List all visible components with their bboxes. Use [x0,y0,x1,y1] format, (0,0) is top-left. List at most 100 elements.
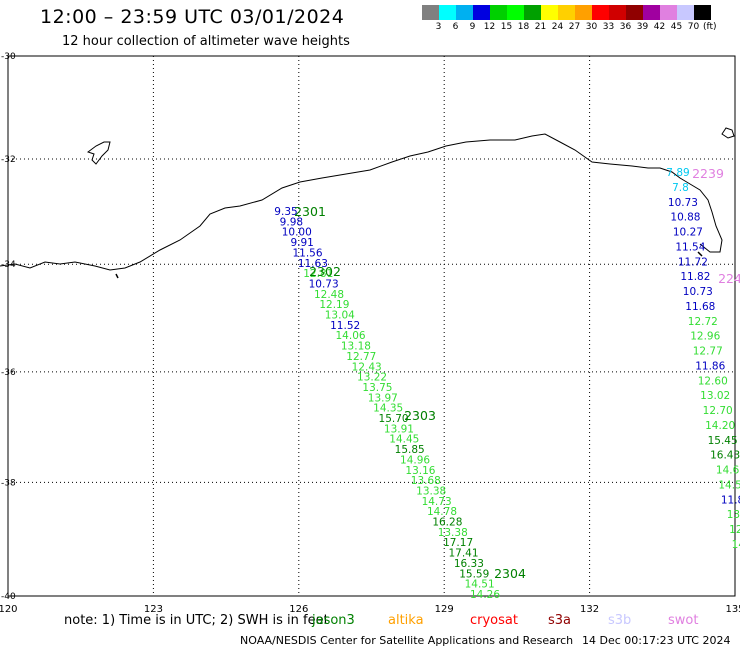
colorbar-swatch [439,5,456,20]
wave-height-value: 12.81 [303,268,333,280]
wave-height-value: 17.17 [443,537,473,549]
colorbar-swatch [660,5,677,20]
wave-height-value: 14.96 [400,454,430,466]
wave-height-value: 12.77 [693,346,723,358]
footer-timestamp: 14 Dec 00:17:23 UTC 2024 [582,634,731,647]
colorbar-label: 36 [619,22,632,32]
colorbar-swatch [541,5,558,20]
longitude-label: 129 [435,604,454,615]
colorbar-swatch [592,5,609,20]
longitude-label: 123 [144,604,163,615]
axis-labels: -30 -32 -34 -36 -38 -40 120 123 126 129 132 135 [0,52,740,615]
colorbar-label: 33 [602,22,615,32]
wave-height-value: 11.86 [695,360,725,372]
colorbar-swatch [456,5,473,20]
wave-height-value: 14.73 [422,496,452,508]
colorbar-label: 24 [551,22,564,32]
wave-height-value: 9.35 [274,206,297,218]
wave-height-value: 13.97 [368,392,398,404]
satellite-tracks: 9.359.9810.009.9111.5611.6312.8110.7312.… [274,167,740,601]
wave-height-value: 11.68 [685,301,715,313]
latitude-label: -36 [1,368,16,378]
satellite-legend-altika: altika [388,613,424,628]
satellite-legend-cryosat: cryosat [470,613,518,628]
map-frame [7,55,736,597]
wave-height-value: 14.78 [427,506,457,518]
wave-height-value: 15.59 [459,568,489,580]
coast-tick-1 [115,273,119,279]
wave-height-value: 10.73 [683,286,713,298]
latitude-label: -30 [1,52,16,62]
wave-height-value: 11.52 [330,320,360,332]
colorbar-swatch [575,5,592,20]
colorbar-swatch [626,5,643,20]
wave-height-value: 14.6 [716,465,740,477]
colorbar-label: 42 [653,22,666,32]
wave-height-value: 14.51 [465,579,495,591]
wave-height-value: 14.20 [705,420,735,432]
colorbar-label: 70 [687,22,700,32]
wave-height-value: 11.54 [675,241,705,253]
wave-height-value: 11.56 [292,247,322,259]
colorbar-label: 6 [452,22,459,32]
wave-height-value: 9.91 [290,237,313,249]
wave-height-value: 16.33 [454,558,484,570]
wave-height-value: 12.19 [319,299,349,311]
wave-height-value: 11.8 [721,494,740,506]
colorbar-label: 27 [568,22,581,32]
graticule [7,55,736,597]
colorbar-swatch [694,5,711,20]
wave-height-value: 13.91 [384,423,414,435]
colorbar-swatch [507,5,524,20]
wave-height-value: 12. [729,524,740,536]
coastline [0,127,735,279]
wave-height-value: 13.04 [325,310,355,322]
island-east [721,127,735,139]
wave-height-value: 14. [732,539,740,551]
wave-height-value: 13.22 [357,372,387,384]
map-subtitle: 12 hour collection of altimeter wave hei… [62,34,350,49]
longitude-label: 120 [0,604,18,615]
colorbar-label: 39 [636,22,649,32]
wave-height-value: 7.8 [672,182,689,194]
wave-height-value: 10.27 [673,227,703,239]
latitude-label: -38 [1,478,16,488]
wave-height-colorbar [422,5,711,20]
wave-height-value: 12.48 [314,289,344,301]
colorbar-label: 21 [534,22,547,32]
wave-height-value: 10.73 [668,197,698,209]
wave-height-value: 15.85 [395,444,425,456]
wave-height-value: 13.02 [700,390,730,402]
satellite-legend-jason3: jason3 [312,613,355,628]
track-time-label: 2239 [692,166,724,181]
colorbar-swatch [677,5,694,20]
wave-height-value: 11.63 [298,258,328,270]
satellite-legend-s3b: s3b [608,613,632,628]
colorbar-swatch [524,5,541,20]
wave-height-value: 12.43 [352,361,382,373]
wave-height-value: 13. [727,509,740,521]
wave-height-value: 12.72 [688,316,718,328]
wave-height-value: 9.98 [280,216,303,228]
wave-height-value: 12.77 [346,351,376,363]
track-time-label: 2304 [494,566,526,581]
map-title: 12:00 – 23:59 UTC 03/01/2024 [40,6,345,28]
colorbar-label: 18 [517,22,530,32]
colorbar-swatch [422,5,439,20]
wave-height-value: 14.45 [389,434,419,446]
wave-height-value: 12.60 [698,375,728,387]
wave-height-value: 15.70 [379,413,409,425]
wave-height-value: 14.35 [373,403,403,415]
colorbar-label: 45 [670,22,683,32]
footer-note: note: 1) Time is in UTC; 2) SWH is in fe… [64,613,329,628]
colorbar-swatch [609,5,626,20]
latitude-label: -32 [1,155,16,165]
track-time-label: 224 [718,271,740,286]
wave-height-value: 16.43 [710,450,740,462]
satellite-legend-s3a: s3a [548,613,572,628]
longitude-label: 126 [289,604,308,615]
wave-height-value: 11.72 [678,256,708,268]
wave-height-value: 12.70 [703,405,733,417]
longitude-label: 132 [580,604,599,615]
